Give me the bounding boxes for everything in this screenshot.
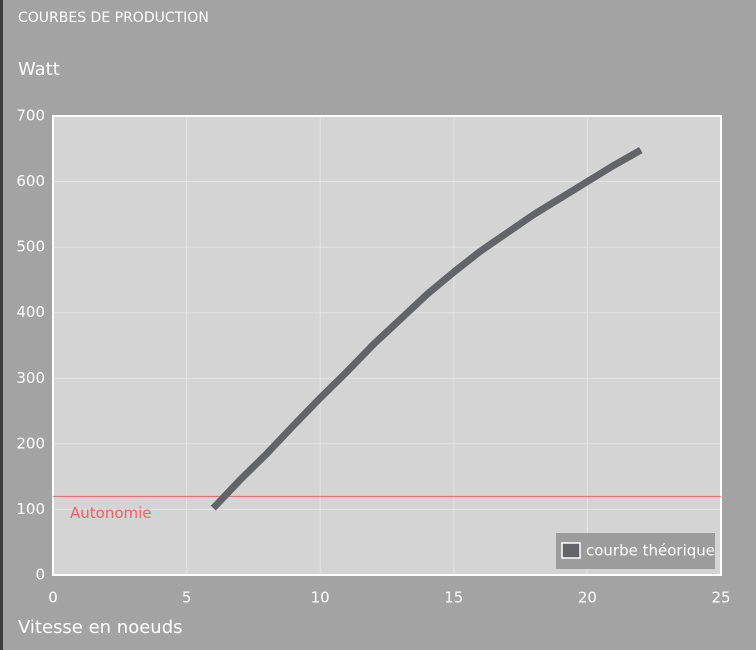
x-tick-label: 10 [311,589,330,607]
reference-label: Autonomie [70,504,152,522]
y-tick-label: 500 [16,238,45,256]
left-edge [0,0,3,650]
y-tick-label: 400 [16,303,45,321]
y-tick-label: 700 [16,107,45,125]
y-tick-label: 600 [16,172,45,190]
legend-swatch [561,542,581,559]
x-axis-title: Vitesse en noeuds [18,617,183,638]
y-axis-title: Watt [18,59,60,80]
y-tick-label: 200 [16,434,45,452]
series-line [210,147,643,511]
x-tick-label: 20 [578,589,597,607]
y-tick-label: 0 [35,566,45,584]
plot-border [52,115,722,576]
x-tick-label: 15 [444,589,463,607]
legend-label: courbe théorique [586,542,715,560]
x-tick-label: 5 [182,589,192,607]
y-tick-label: 300 [16,369,45,387]
legend-box [556,533,715,569]
chart-title: COURBES DE PRODUCTION [18,10,209,26]
x-tick-label: 0 [48,589,58,607]
plot-area [53,116,721,575]
x-tick-label: 25 [711,589,730,607]
y-tick-label: 100 [16,500,45,518]
